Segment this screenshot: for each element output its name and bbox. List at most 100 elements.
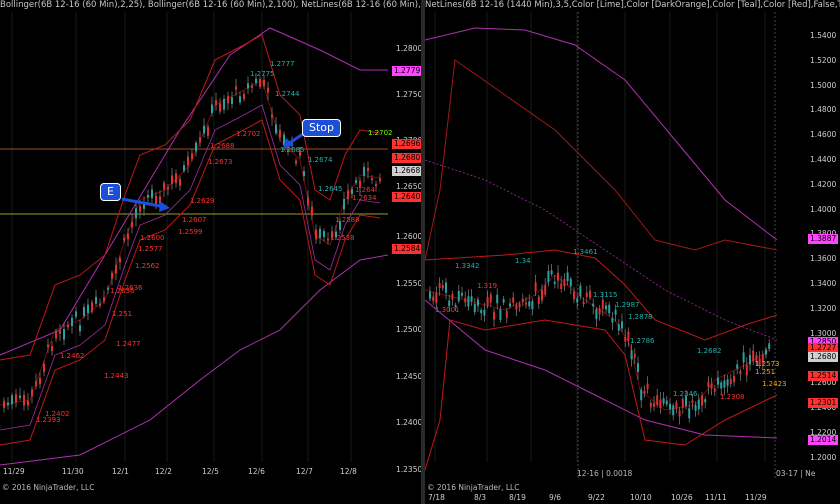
candle-body xyxy=(669,403,671,410)
candle-body xyxy=(499,309,502,320)
candle-body xyxy=(127,233,129,240)
level-annotation: 1.2685 xyxy=(280,146,305,154)
price-axis-label: 1.3400 xyxy=(810,279,837,288)
candle-body xyxy=(331,231,333,238)
candle-body xyxy=(611,318,614,323)
level-annotation: 1.2393 xyxy=(36,416,61,424)
candle-body xyxy=(480,309,483,314)
level-annotation: 1.2588 xyxy=(335,216,360,224)
level-annotation: 1.2443 xyxy=(104,372,129,380)
candle-body xyxy=(231,97,233,104)
candle-body xyxy=(151,189,153,199)
level-annotation: 1.2786 xyxy=(630,337,655,345)
candle-body xyxy=(323,230,325,238)
candle-body xyxy=(521,298,524,303)
candle-body xyxy=(219,103,221,112)
candle-body xyxy=(448,300,451,307)
bollinger-100-lower xyxy=(0,254,389,466)
candle-body xyxy=(461,292,463,296)
time-axis-label: 11/30 xyxy=(62,467,84,476)
candle-body xyxy=(107,287,109,290)
price-marker: 1.2850 xyxy=(808,337,839,347)
candle-body xyxy=(640,389,643,401)
candle-body xyxy=(287,149,289,152)
candle-body xyxy=(473,303,476,313)
candle-body xyxy=(694,405,697,411)
price-marker: 1.2680 xyxy=(392,153,421,163)
time-axis-label: 8/19 xyxy=(509,493,526,502)
level-annotation: 1.2462 xyxy=(60,352,85,360)
candle-body xyxy=(438,283,441,289)
candle-body xyxy=(720,382,723,389)
candle-body xyxy=(135,208,137,219)
left-copyright: © 2016 NinjaTrader, LLC xyxy=(2,483,95,492)
candle-body xyxy=(477,299,479,306)
price-axis-label: 1.2400 xyxy=(396,418,421,427)
left-chart-panel[interactable]: Bollinger(6B 12-16 (60 Min),2,25), Bolli… xyxy=(0,0,421,504)
price-axis-label: 1.2550 xyxy=(396,279,421,288)
candle-body xyxy=(379,178,381,182)
candle-body xyxy=(167,187,169,190)
candle-body xyxy=(7,402,9,406)
level-annotation: 1.3115 xyxy=(593,291,618,299)
level-annotation: 1.251 xyxy=(112,310,133,318)
level-annotation: 1.2423 xyxy=(762,380,787,388)
candle-body xyxy=(717,377,719,385)
level-annotation: 1.2645 xyxy=(318,185,343,193)
candle-body xyxy=(617,324,620,331)
candle-body xyxy=(295,160,297,164)
candle-body xyxy=(131,221,133,228)
candle-body xyxy=(263,80,265,87)
candle-body xyxy=(691,400,694,403)
candle-body xyxy=(454,304,457,307)
level-annotation: 1.2573 xyxy=(755,360,780,368)
candle-body xyxy=(139,205,141,212)
time-axis-label: 12/7 xyxy=(296,467,313,476)
right-price-chart[interactable] xyxy=(425,0,840,504)
level-annotation: 1.2688 xyxy=(210,142,235,150)
price-axis-label: 1.5400 xyxy=(810,31,837,40)
candle-body xyxy=(601,299,604,309)
candle-body xyxy=(726,379,729,386)
candle-body xyxy=(563,278,566,287)
candle-body xyxy=(275,124,277,134)
price-marker: 1.2696 xyxy=(392,139,421,149)
candle-body xyxy=(79,325,81,332)
candle-body xyxy=(71,317,73,326)
candle-body xyxy=(171,175,173,185)
candle-body xyxy=(199,137,201,143)
level-annotation: 1.2600 xyxy=(140,234,165,242)
candle-body xyxy=(43,363,45,372)
candle-body xyxy=(75,311,77,317)
candle-body xyxy=(576,298,579,303)
candle-body xyxy=(187,156,189,166)
bollinger-upper xyxy=(425,27,778,241)
candle-body xyxy=(752,350,755,362)
candle-body xyxy=(123,238,125,241)
level-annotation: 1.264 xyxy=(355,186,376,194)
left-price-chart[interactable] xyxy=(0,0,421,504)
candle-body xyxy=(347,190,349,200)
time-axis-label: 9/22 xyxy=(588,493,605,502)
candle-body xyxy=(271,114,273,118)
candle-body xyxy=(768,343,771,349)
candle-body xyxy=(307,197,309,206)
pane-splitter[interactable] xyxy=(421,0,425,504)
candle-body xyxy=(19,395,21,398)
candle-body xyxy=(621,321,623,329)
candle-body xyxy=(207,126,209,136)
level-annotation: 1.2634 xyxy=(352,194,377,202)
candle-body xyxy=(279,129,281,138)
candle-body xyxy=(175,173,177,184)
right-chart-header: NetLines(6B 12-16 (1440 Min),3,5,Color [… xyxy=(425,0,840,10)
bollinger-25-upper xyxy=(0,34,381,361)
price-axis-label: 1.5200 xyxy=(810,55,837,65)
candle-body xyxy=(518,303,521,308)
price-marker: 1.2779 xyxy=(392,66,421,76)
right-chart-panel[interactable]: NetLines(6B 12-16 (1440 Min),3,5,Color [… xyxy=(425,0,840,504)
candle-body xyxy=(566,272,569,282)
price-axis-label: 1.3800 xyxy=(810,229,836,238)
entry-arrowhead xyxy=(159,201,170,212)
candle-body xyxy=(585,292,588,297)
candle-body xyxy=(573,292,575,300)
